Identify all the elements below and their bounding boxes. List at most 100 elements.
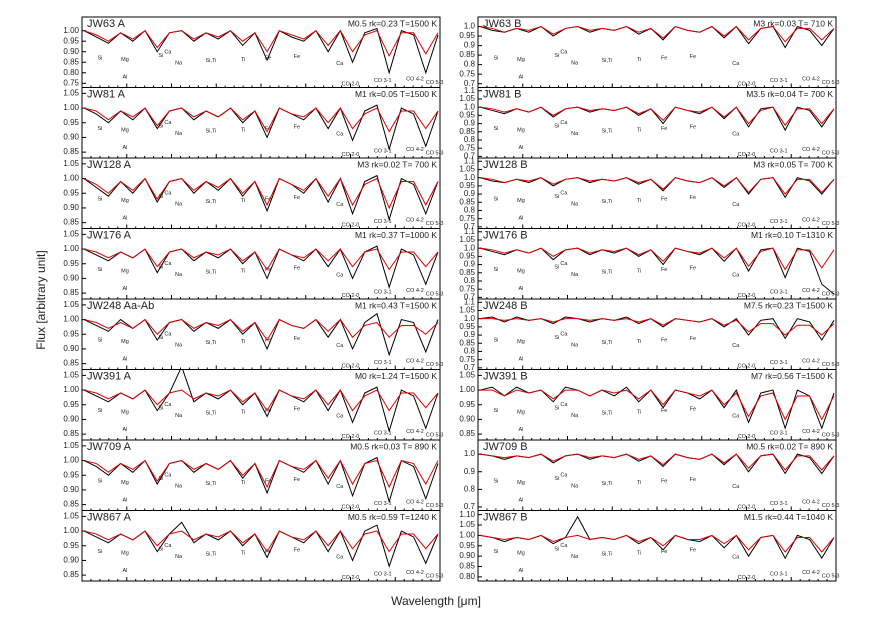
- y-tick-label: 0.90: [63, 485, 79, 494]
- line-id-label: Ca: [560, 332, 568, 338]
- y-tick-label: 1.05: [459, 165, 475, 174]
- x-axis-label: Wavelength [μm]: [391, 594, 481, 608]
- y-tick-label: 0.7: [464, 151, 476, 160]
- y-tick-label: 0.90: [63, 556, 79, 565]
- line-id-label: Na: [571, 272, 579, 278]
- line-id-label: Si,Ti: [205, 411, 216, 417]
- line-id-label: Mg: [121, 480, 129, 486]
- line-id-label: CO 4-2: [406, 288, 424, 294]
- y-tick-label: 0.75: [459, 143, 475, 152]
- line-id-label: CO 3-1: [374, 289, 392, 295]
- line-id-label: Ti: [637, 198, 641, 204]
- panel-title: JW391 A: [87, 370, 132, 382]
- line-id-label: Si: [158, 547, 163, 553]
- line-id-label: Si,Ti: [601, 552, 612, 558]
- line-id-label: Si: [97, 549, 102, 555]
- line-id-label: Si,Ti: [601, 199, 612, 205]
- spectrum-line: [83, 104, 439, 152]
- line-id-label: Si,Ti: [205, 481, 216, 487]
- line-id-label: Ti: [637, 480, 641, 486]
- y-tick-label: 0.85: [63, 147, 79, 156]
- y-tick-label: 1.05: [63, 511, 79, 520]
- line-id-label: Si: [493, 55, 498, 61]
- panel-title: JW128 B: [483, 159, 528, 171]
- spectrum-line: [83, 27, 439, 75]
- line-id-label: Ca: [560, 261, 568, 267]
- line-id-label: CO 5-3: [426, 221, 444, 227]
- y-tick-label: 0.75: [63, 78, 79, 87]
- spectrum-line: [480, 318, 835, 336]
- y-tick-label: 1.0: [464, 449, 476, 458]
- line-id-label: Al: [123, 74, 128, 80]
- spectrum-line: [479, 247, 835, 271]
- line-id-label: CO 5-3: [822, 292, 840, 298]
- line-id-label: Fe: [265, 478, 271, 484]
- line-id-label: Ca: [336, 413, 344, 419]
- line-id-label: CO 3-1: [374, 571, 392, 577]
- line-id-label: Ti: [241, 550, 245, 556]
- y-tick-label: 0.95: [63, 118, 79, 127]
- y-tick-label: 1.0: [464, 102, 476, 111]
- panel-title: JW248 Aa-Ab: [87, 300, 154, 312]
- line-id-label: Si: [554, 476, 559, 482]
- y-tick-label: 1.1: [464, 156, 476, 165]
- line-id-label: Si,Ti: [601, 58, 612, 64]
- line-id-label: Si: [97, 196, 102, 202]
- line-id-label: Al: [519, 497, 524, 503]
- spectrum-line: [83, 177, 439, 210]
- y-tick-label: 0.75: [459, 284, 475, 293]
- line-id-label: Al: [519, 568, 524, 574]
- line-id-label: Si: [158, 53, 163, 59]
- y-tick-label: 1.05: [63, 159, 79, 168]
- series-group: [479, 515, 835, 560]
- line-id-label: Mg: [121, 127, 129, 133]
- y-tick-label: 1.0: [464, 173, 476, 182]
- spectrum-line: [83, 530, 439, 553]
- spectrum-line: [480, 389, 835, 421]
- line-id-label: CO 5-3: [426, 292, 444, 298]
- line-id-label: Si: [554, 53, 559, 59]
- line-id-label: CO 5-3: [426, 503, 444, 509]
- line-id-label: Mg: [121, 409, 129, 415]
- line-id-label: Na: [571, 60, 579, 66]
- y-tick-label: 0.8: [464, 60, 476, 69]
- line-id-label: CO 3-1: [374, 78, 392, 84]
- line-id-label: Si: [554, 406, 559, 412]
- y-tick-label: 0.95: [459, 251, 475, 260]
- line-id-label: CO 5-3: [822, 503, 840, 509]
- panel-title: JW248 B: [483, 300, 528, 312]
- y-tick-label: 1.00: [63, 456, 79, 465]
- spectrum-line: [83, 107, 439, 133]
- line-id-label: CO 4-2: [406, 76, 424, 82]
- line-id-label: CO 2-0: [738, 434, 756, 440]
- y-tick-label: 0.95: [63, 329, 79, 338]
- panel-params: M1 rk=0.10 T=1310 K: [751, 230, 833, 240]
- line-id-label: Ca: [732, 343, 740, 349]
- y-tick-label: 1.05: [459, 306, 475, 315]
- spectrum-line: [479, 386, 835, 430]
- y-tick-label: 0.90: [63, 203, 79, 212]
- spectrum-line: [83, 312, 439, 357]
- series-group: [83, 174, 439, 222]
- line-id-label: CO 4-2: [802, 429, 820, 435]
- y-tick-label: 0.85: [63, 429, 79, 438]
- series-group: [83, 27, 439, 75]
- line-id-label: Al: [519, 356, 524, 362]
- panel-title: JW867 B: [483, 511, 528, 523]
- line-id-label: Ca: [732, 131, 740, 137]
- line-id-label: Na: [571, 201, 579, 207]
- panel-params: M0.5 rk=0.23 T=1500 K: [348, 18, 437, 28]
- line-id-label: CO 5-3: [426, 151, 444, 157]
- line-id-label: Al: [519, 74, 524, 80]
- line-id-label: Si: [554, 124, 559, 130]
- panel-params: M7.5 rk=0.23 T=1500 K: [744, 300, 833, 310]
- line-id-label: Al: [123, 497, 128, 503]
- y-tick-label: 0.85: [459, 268, 475, 277]
- line-id-label: Ca: [732, 272, 740, 278]
- line-id-label: CO 3-1: [374, 360, 392, 366]
- line-id-label: Mg: [517, 550, 525, 556]
- line-id-label: Si: [97, 55, 102, 61]
- y-tick-label: 0.75: [459, 214, 475, 223]
- line-id-label: CO 4-2: [802, 358, 820, 364]
